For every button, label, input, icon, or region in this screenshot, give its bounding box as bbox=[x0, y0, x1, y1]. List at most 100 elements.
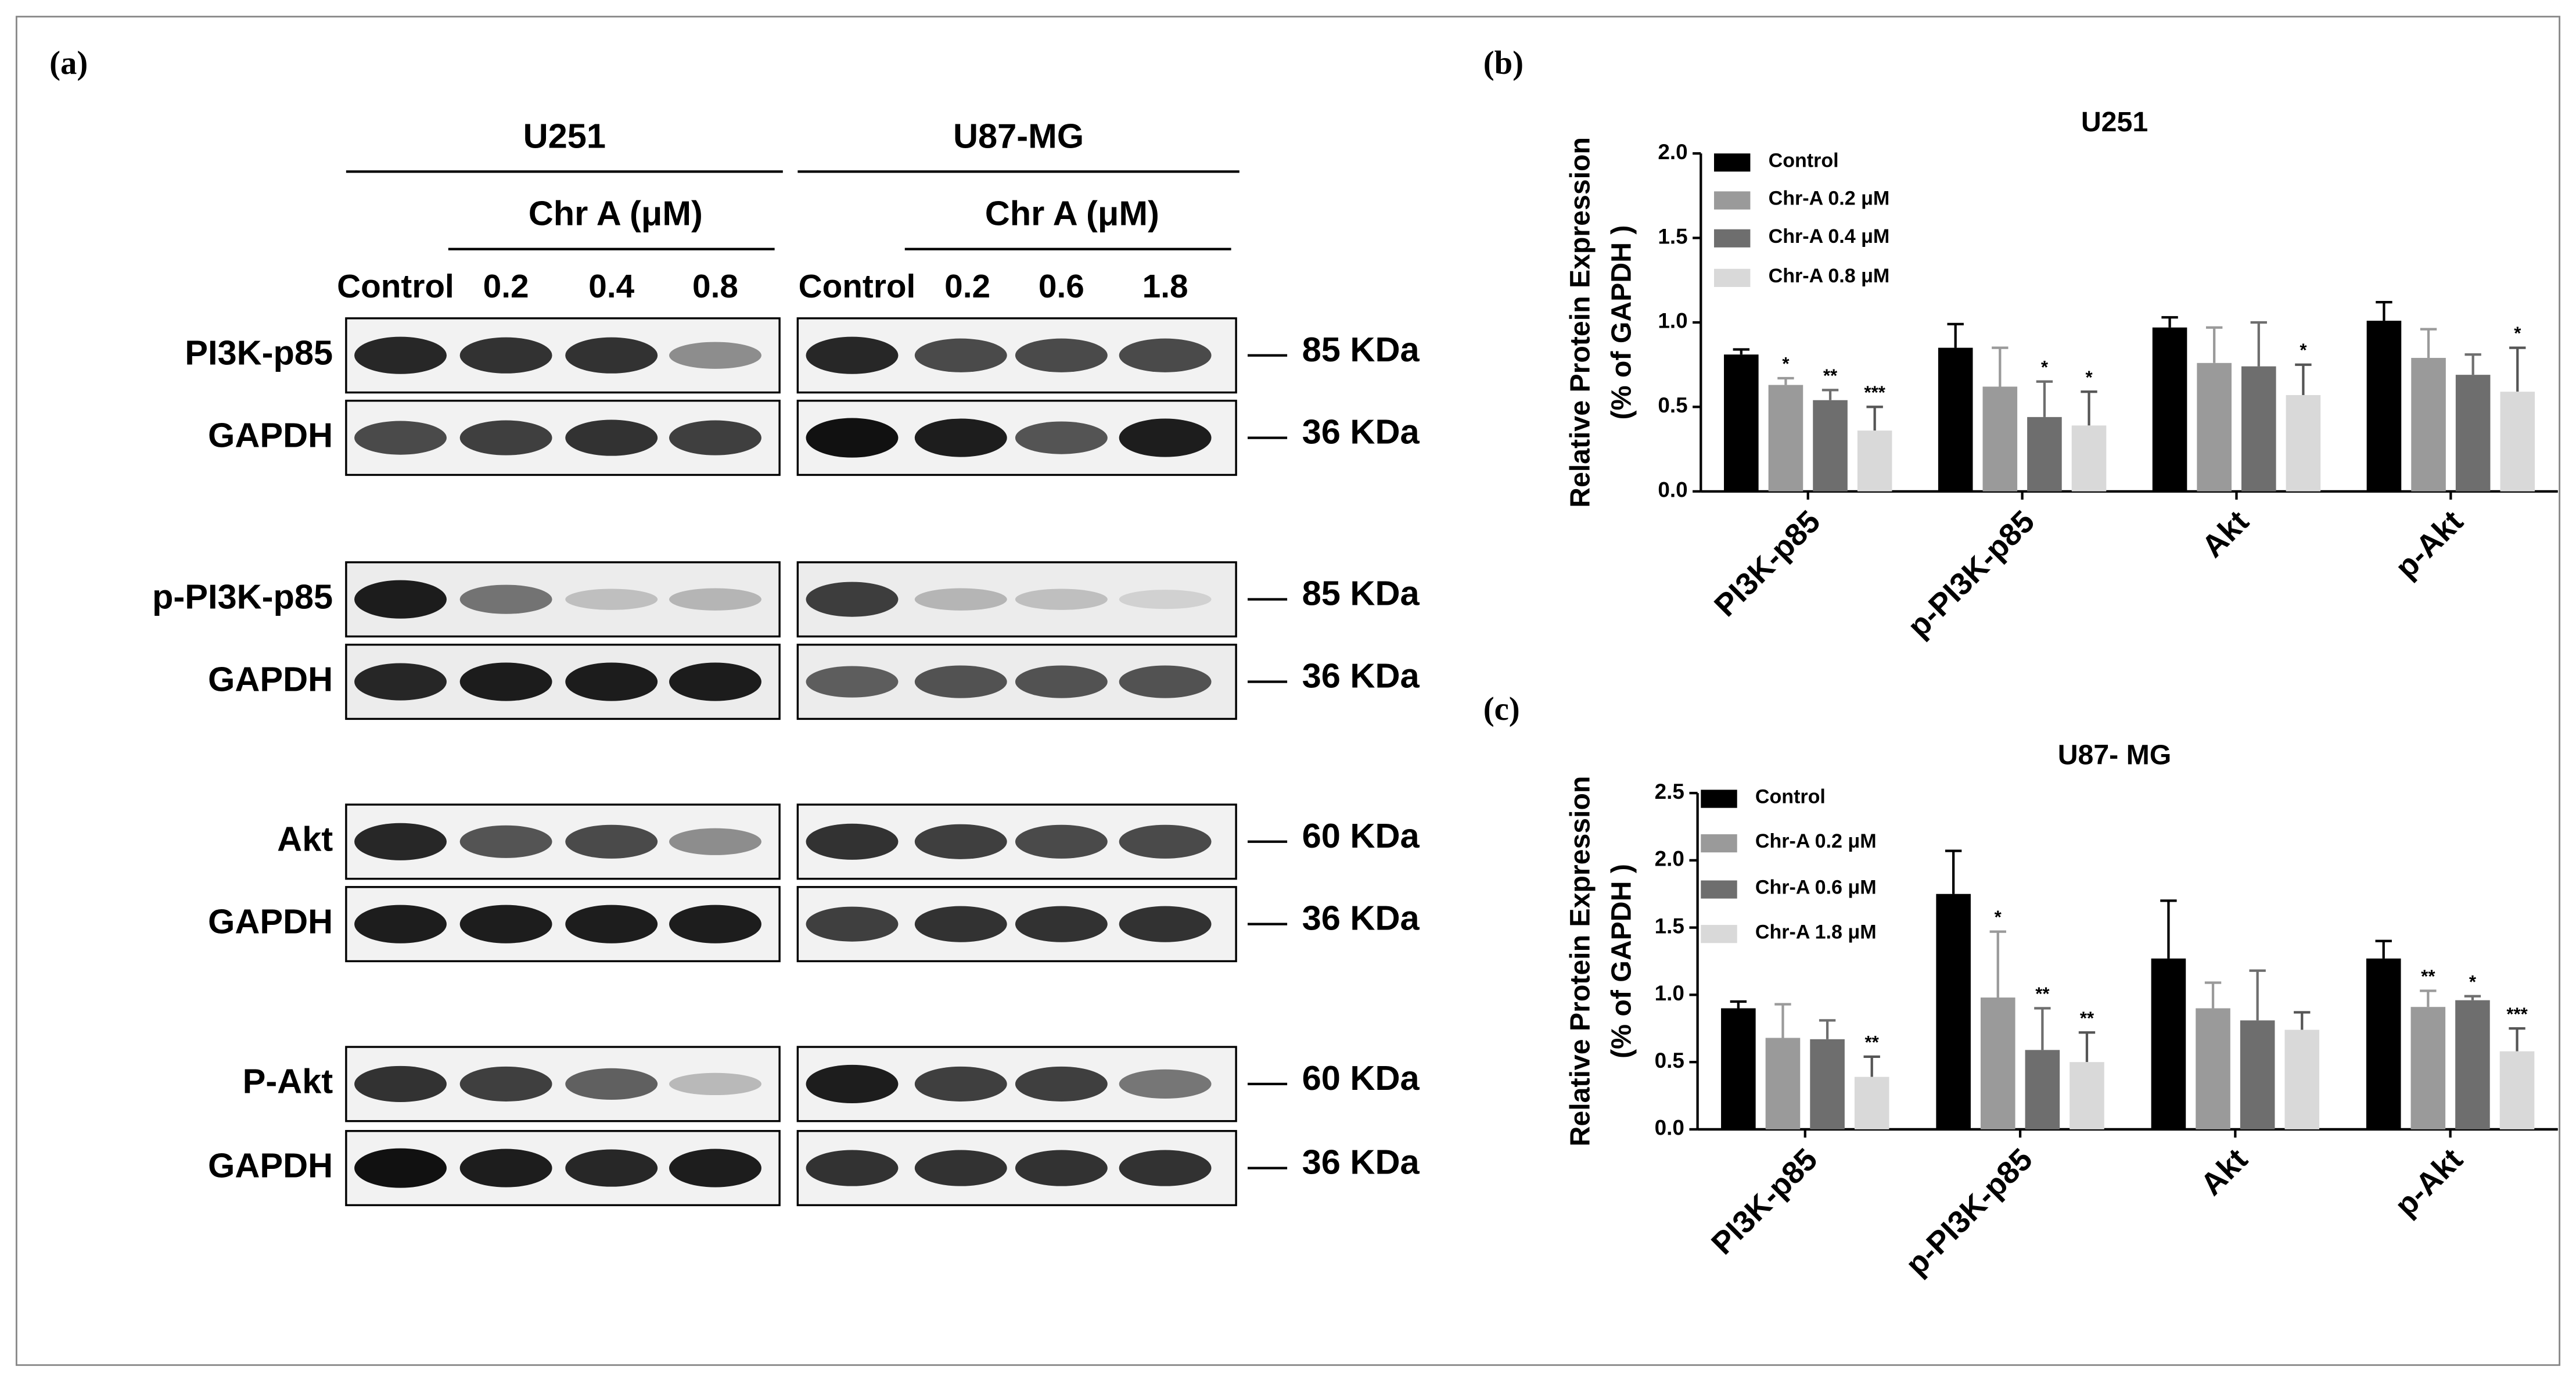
legend-label: Chr-A 0.4 μM bbox=[1769, 225, 1890, 247]
lane-label: Control bbox=[337, 268, 454, 305]
y-tick-label: 1.5 bbox=[1655, 914, 1684, 938]
blot-band bbox=[806, 336, 899, 374]
bar bbox=[1938, 347, 1973, 491]
blot-band bbox=[459, 1066, 552, 1101]
y-tick-label: 2.5 bbox=[1655, 780, 1684, 803]
protein-label: GAPDH bbox=[208, 1146, 333, 1185]
cell-line-label: U87-MG bbox=[953, 116, 1084, 155]
legend-swatch bbox=[1713, 229, 1751, 247]
bar bbox=[1724, 354, 1759, 491]
blot-band bbox=[669, 662, 761, 701]
panel-label: (b) bbox=[1483, 45, 1524, 81]
size-label: 85 KDa bbox=[1302, 330, 1420, 369]
blot-band bbox=[1119, 418, 1212, 457]
blot-band bbox=[459, 1149, 552, 1187]
blot-band bbox=[354, 905, 447, 943]
y-tick-label: 1.0 bbox=[1658, 309, 1687, 333]
blot-band bbox=[354, 1148, 447, 1188]
bar bbox=[2070, 1062, 2104, 1129]
blot-band bbox=[914, 338, 1007, 372]
protein-label: GAPDH bbox=[208, 659, 333, 698]
chart-title: U251 bbox=[2081, 106, 2148, 138]
blot-band bbox=[1119, 1069, 1212, 1099]
blot-band bbox=[354, 421, 447, 455]
panel-label: (c) bbox=[1483, 691, 1520, 727]
significance-label: * bbox=[1995, 907, 2002, 927]
bar bbox=[1765, 1038, 1801, 1129]
protein-label: PI3K-p85 bbox=[185, 333, 333, 372]
bar bbox=[2240, 1020, 2275, 1129]
legend-label: Control bbox=[1769, 149, 1839, 171]
lane-label: 0.4 bbox=[588, 268, 634, 305]
size-label: 36 KDa bbox=[1302, 656, 1420, 695]
blot-band bbox=[806, 666, 899, 698]
blot-band bbox=[1015, 589, 1108, 610]
blot-band bbox=[1119, 338, 1212, 372]
legend-label: Chr-A 1.8 μM bbox=[1755, 921, 1877, 943]
y-tick-label: 0.5 bbox=[1655, 1049, 1684, 1072]
protein-label: p-PI3K-p85 bbox=[152, 577, 333, 616]
legend-swatch bbox=[1713, 268, 1751, 287]
blot-band bbox=[565, 337, 658, 374]
bar bbox=[2411, 358, 2446, 491]
bar bbox=[2455, 1000, 2490, 1129]
legend-label: Control bbox=[1755, 786, 1826, 808]
bar bbox=[2455, 375, 2491, 491]
blot-band bbox=[565, 824, 658, 859]
bar bbox=[2025, 1050, 2060, 1129]
size-label: 36 KDa bbox=[1302, 899, 1420, 938]
cell-line-label: U251 bbox=[523, 116, 606, 155]
significance-label: *** bbox=[1864, 382, 1885, 403]
legend-label: Chr-A 0.8 μM bbox=[1769, 265, 1890, 287]
blot-band bbox=[1119, 1150, 1212, 1186]
significance-label: ** bbox=[2421, 966, 2435, 986]
significance-label: * bbox=[2469, 971, 2477, 992]
bar bbox=[2196, 1008, 2230, 1129]
legend-swatch bbox=[1701, 880, 1737, 899]
blot-band bbox=[565, 419, 658, 456]
blot-band bbox=[459, 584, 552, 614]
blot-band bbox=[914, 1066, 1007, 1101]
blot-band bbox=[565, 589, 658, 610]
size-label: 36 KDa bbox=[1302, 1143, 1420, 1182]
size-label: 60 KDa bbox=[1302, 816, 1420, 855]
blot-band bbox=[914, 588, 1007, 611]
blot-band bbox=[565, 1068, 658, 1100]
legend-swatch bbox=[1713, 153, 1751, 172]
legend-label: Chr-A 0.6 μM bbox=[1755, 877, 1877, 899]
blot-band bbox=[1015, 906, 1108, 942]
y-tick-label: 0.5 bbox=[1658, 393, 1687, 417]
legend-swatch bbox=[1701, 790, 1737, 808]
blot-band bbox=[806, 906, 899, 942]
blot-band bbox=[354, 580, 447, 619]
blot-band bbox=[459, 905, 552, 943]
lane-label: 0.8 bbox=[692, 268, 738, 305]
y-tick-label: 2.0 bbox=[1655, 847, 1684, 871]
bar bbox=[2286, 395, 2321, 491]
bar bbox=[2500, 392, 2535, 491]
treatment-label: Chr A (μM) bbox=[529, 194, 703, 233]
blot-band bbox=[669, 342, 761, 369]
blot-band bbox=[914, 906, 1007, 942]
legend-swatch bbox=[1713, 191, 1751, 210]
bar bbox=[2499, 1051, 2535, 1129]
significance-label: * bbox=[2300, 340, 2307, 360]
blot-band bbox=[806, 1064, 899, 1103]
blot-band bbox=[669, 420, 761, 455]
bar bbox=[1980, 998, 2015, 1129]
blot-band bbox=[1119, 590, 1212, 609]
bar bbox=[2071, 425, 2107, 491]
bar bbox=[2366, 321, 2402, 491]
blot-band bbox=[1015, 665, 1108, 698]
significance-label: * bbox=[2041, 357, 2049, 377]
blot-band bbox=[1015, 824, 1108, 859]
blot-band bbox=[354, 663, 447, 701]
protein-label: Akt bbox=[277, 820, 333, 859]
lane-label: Control bbox=[799, 268, 916, 305]
blot-band bbox=[806, 823, 899, 860]
protein-label: GAPDH bbox=[208, 902, 333, 941]
y-tick-label: 0.0 bbox=[1655, 1116, 1684, 1140]
significance-label: ** bbox=[2035, 984, 2050, 1004]
